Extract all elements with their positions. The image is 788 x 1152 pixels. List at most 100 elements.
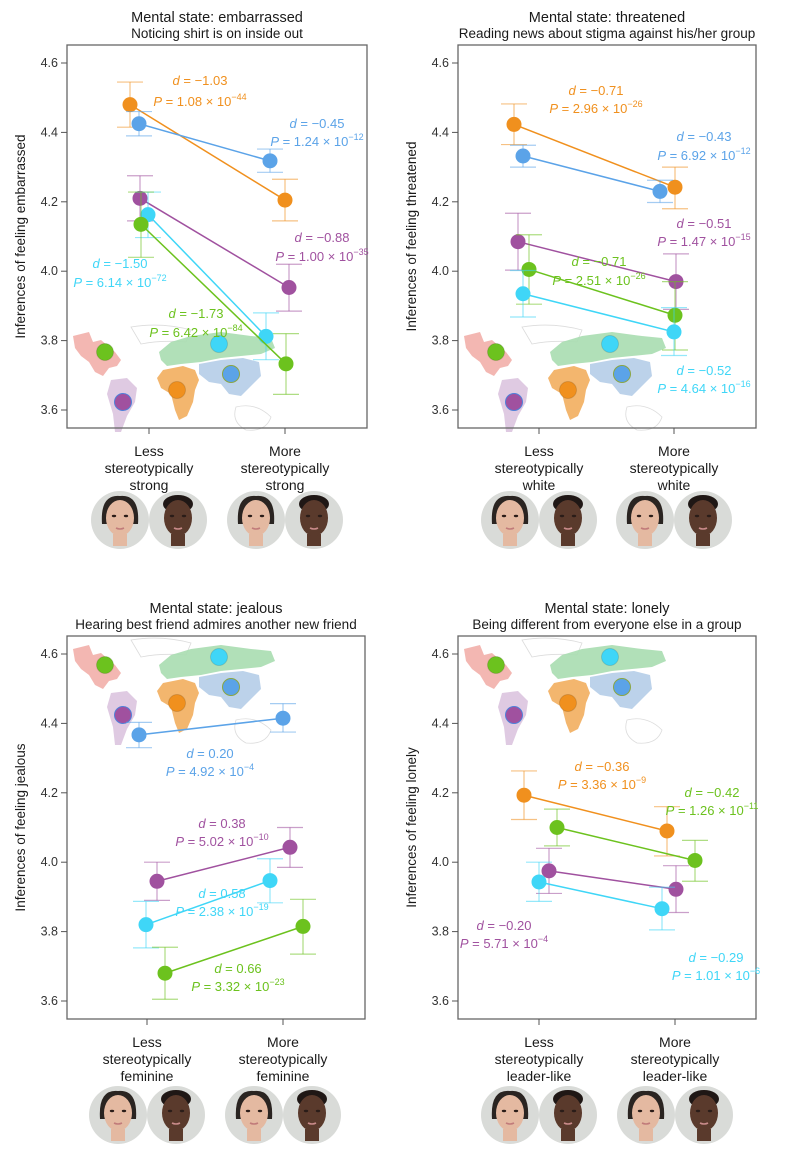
y-tick-label: 3.6: [432, 403, 449, 417]
face-woman-image: [225, 1086, 283, 1144]
eye-right: [513, 514, 519, 518]
p-value-label: P = 1.08 × 10−44: [153, 92, 246, 109]
series-line: [522, 155, 661, 193]
series-line: [140, 223, 287, 365]
mouth: [641, 1122, 651, 1125]
eye-left: [109, 1109, 115, 1113]
y-tick-label: 4.4: [41, 716, 58, 730]
series-line: [164, 925, 304, 974]
mouth: [505, 527, 515, 530]
p-exponent: −19: [253, 902, 268, 912]
head: [240, 1095, 268, 1131]
effect-size-value: = −0.51: [684, 216, 732, 231]
x-category-label: More: [269, 443, 301, 459]
face-man-image: [539, 1086, 597, 1144]
data-point: [281, 280, 297, 296]
p-mantissa: = 1.08 × 10: [162, 94, 231, 109]
y-tick-label: 4.6: [432, 647, 449, 661]
face-man-image: [149, 491, 207, 549]
y-tick-label: 3.6: [41, 403, 58, 417]
data-point: [506, 116, 522, 132]
p-exponent: −11: [744, 801, 759, 811]
effect-size-label: d = −1.50: [93, 256, 148, 271]
p-mantissa: = 1.00 × 10: [284, 249, 353, 264]
eye-right: [649, 1109, 655, 1113]
y-axis-label: Inferences of feeling jealous: [13, 743, 28, 911]
y-tick-label: 4.0: [432, 264, 449, 278]
effect-size-label: d = −0.20: [477, 918, 532, 933]
p-value-label: P = 2.96 × 10−26: [549, 99, 642, 116]
p-symbol: P: [666, 803, 675, 818]
series-purple: d = −0.51P = 1.47 × 10−15: [505, 212, 751, 310]
effect-size-label: d = −1.73: [169, 306, 224, 321]
data-point: [275, 710, 291, 726]
effect-size-symbol: d: [569, 83, 577, 98]
europe-dot: [210, 648, 228, 666]
y-tick-label: 4.2: [432, 195, 449, 209]
data-point: [278, 356, 294, 372]
series-purple: d = 0.38P = 5.02 × 10−10: [144, 816, 303, 901]
mouth: [563, 527, 573, 530]
effect-size-value: = −0.71: [579, 254, 627, 269]
data-point: [131, 727, 147, 743]
data-point: [138, 917, 154, 933]
neck: [561, 534, 575, 546]
eye-right: [317, 514, 323, 518]
p-value-label: P = 3.36 × 10−9: [558, 775, 646, 792]
effect-size-symbol: d: [477, 918, 485, 933]
effect-size-label: d = −0.88: [295, 230, 350, 245]
p-mantissa: = 6.14 × 10: [82, 275, 151, 290]
p-symbol: P: [657, 148, 666, 163]
series-cyan: d = 0.58P = 2.38 × 10−19: [133, 858, 283, 949]
neck: [561, 1129, 575, 1141]
africa-dot: [168, 694, 186, 712]
effect-size-value: = 0.20: [194, 746, 234, 761]
neck: [247, 1129, 261, 1141]
australia-outline: [625, 718, 663, 744]
eye-left: [695, 1109, 701, 1113]
world-map-inset: [73, 637, 275, 745]
effect-size-symbol: d: [93, 256, 101, 271]
europe-dot: [601, 648, 619, 666]
head: [298, 1095, 326, 1131]
p-symbol: P: [175, 904, 184, 919]
y-tick-label: 4.2: [41, 195, 58, 209]
effect-size-value: = −0.42: [692, 785, 740, 800]
effect-size-symbol: d: [186, 746, 194, 761]
y-tick-label: 4.2: [41, 786, 58, 800]
head: [162, 1095, 190, 1131]
y-tick-label: 4.4: [41, 125, 58, 139]
x-category-label: leader-like: [643, 1068, 708, 1084]
p-symbol: P: [73, 275, 82, 290]
north-america-dot: [96, 656, 114, 674]
x-category-label: More: [658, 443, 690, 459]
x-category-label: strong: [130, 477, 169, 493]
p-mantissa: = 4.64 × 10: [666, 381, 735, 396]
eye-left: [305, 514, 311, 518]
head: [300, 500, 328, 536]
data-point: [131, 116, 147, 132]
face-woman-image: [617, 1086, 675, 1144]
series-line: [147, 214, 267, 337]
data-point: [521, 261, 537, 277]
effect-size-label: d = −0.71: [572, 254, 627, 269]
data-point: [654, 901, 670, 917]
p-exponent: −10: [253, 832, 268, 842]
mouth: [699, 1122, 709, 1125]
series-line: [139, 197, 290, 289]
africa-dot: [168, 381, 186, 399]
p-mantissa: = 3.32 × 10: [200, 979, 269, 994]
face-man-image: [285, 491, 343, 549]
effect-size-symbol: d: [198, 886, 206, 901]
panel-subtitle: Hearing best friend admires another new …: [75, 617, 356, 632]
world-map-inset: [464, 637, 666, 745]
y-tick-label: 4.0: [41, 855, 58, 869]
asia-dot: [222, 365, 240, 383]
effect-size-symbol: d: [677, 216, 685, 231]
data-point: [668, 881, 684, 897]
y-tick-label: 3.8: [41, 925, 58, 939]
p-mantissa: = 5.71 × 10: [469, 936, 538, 951]
p-value-label: P = 2.51 × 10−26: [552, 271, 645, 288]
